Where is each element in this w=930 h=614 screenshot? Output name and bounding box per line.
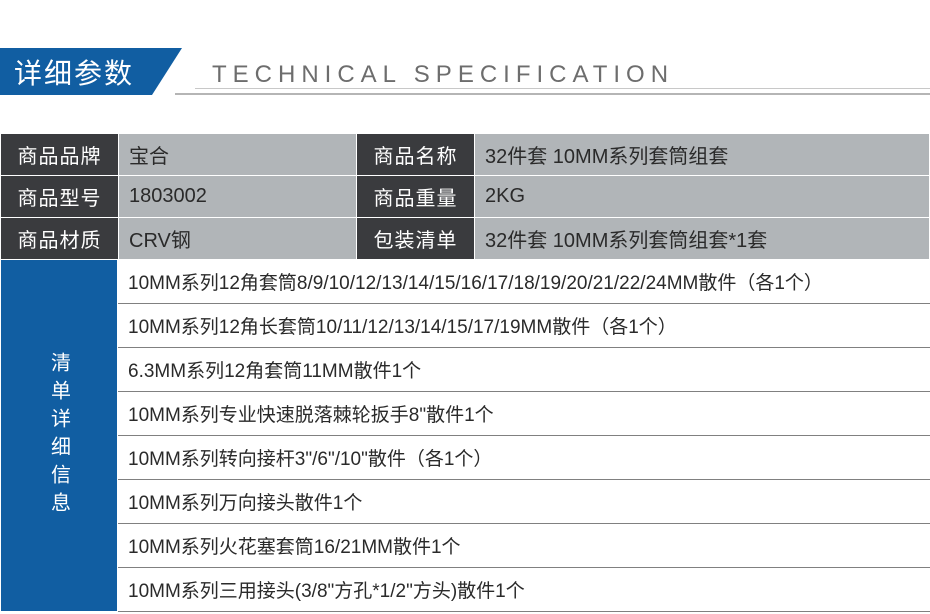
spec-row: 商品材质CRV钢包装清单32件套 10MM系列套筒组套*1套: [1, 218, 930, 260]
detail-side-text: 清单详细信息: [45, 352, 74, 520]
spec-table: 商品品牌宝合商品名称32件套 10MM系列套筒组套商品型号1803002商品重量…: [0, 133, 930, 260]
spec-row: 商品品牌宝合商品名称32件套 10MM系列套筒组套: [1, 134, 930, 176]
header-blue-tab: 详细参数: [0, 48, 182, 95]
detail-side-label: 清单详细信息: [0, 260, 118, 612]
spec-label: 商品名称: [357, 134, 475, 176]
spec-value: 32件套 10MM系列套筒组套: [475, 134, 930, 176]
header-line-top: [195, 88, 930, 89]
spec-value: 宝合: [119, 134, 357, 176]
spec-value: CRV钢: [119, 218, 357, 260]
detail-row: 10MM系列万向接头散件1个: [118, 480, 930, 524]
header-title-en: TECHNICAL SPECIFICATION: [200, 61, 674, 95]
detail-section: 清单详细信息 10MM系列12角套筒8/9/10/12/13/14/15/16/…: [0, 260, 930, 612]
spec-label: 包装清单: [357, 218, 475, 260]
detail-row: 10MM系列12角套筒8/9/10/12/13/14/15/16/17/18/1…: [118, 260, 930, 304]
spec-label: 商品材质: [1, 218, 119, 260]
header-triangle-decor: [152, 48, 182, 95]
detail-row: 10MM系列12角长套筒10/11/12/13/14/15/17/19MM散件（…: [118, 304, 930, 348]
detail-row: 10MM系列火花塞套筒16/21MM散件1个: [118, 524, 930, 568]
spec-label: 商品型号: [1, 176, 119, 218]
detail-row: 10MM系列三用接头(3/8"方孔*1/2"方头)散件1个: [118, 568, 930, 612]
detail-row: 10MM系列转向接杆3"/6"/10"散件（各1个）: [118, 436, 930, 480]
detail-row: 6.3MM系列12角套筒11MM散件1个: [118, 348, 930, 392]
spec-value: 1803002: [119, 176, 357, 218]
spec-row: 商品型号1803002商品重量2KG: [1, 176, 930, 218]
spec-label: 商品重量: [357, 176, 475, 218]
header-title-cn: 详细参数: [0, 48, 152, 95]
spec-value: 32件套 10MM系列套筒组套*1套: [475, 218, 930, 260]
detail-row: 10MM系列专业快速脱落棘轮扳手8"散件1个: [118, 392, 930, 436]
detail-list: 10MM系列12角套筒8/9/10/12/13/14/15/16/17/18/1…: [118, 260, 930, 612]
spec-value: 2KG: [475, 176, 930, 218]
spec-label: 商品品牌: [1, 134, 119, 176]
header-section: 详细参数 TECHNICAL SPECIFICATION: [0, 0, 930, 95]
header-line-bottom: [175, 93, 930, 95]
